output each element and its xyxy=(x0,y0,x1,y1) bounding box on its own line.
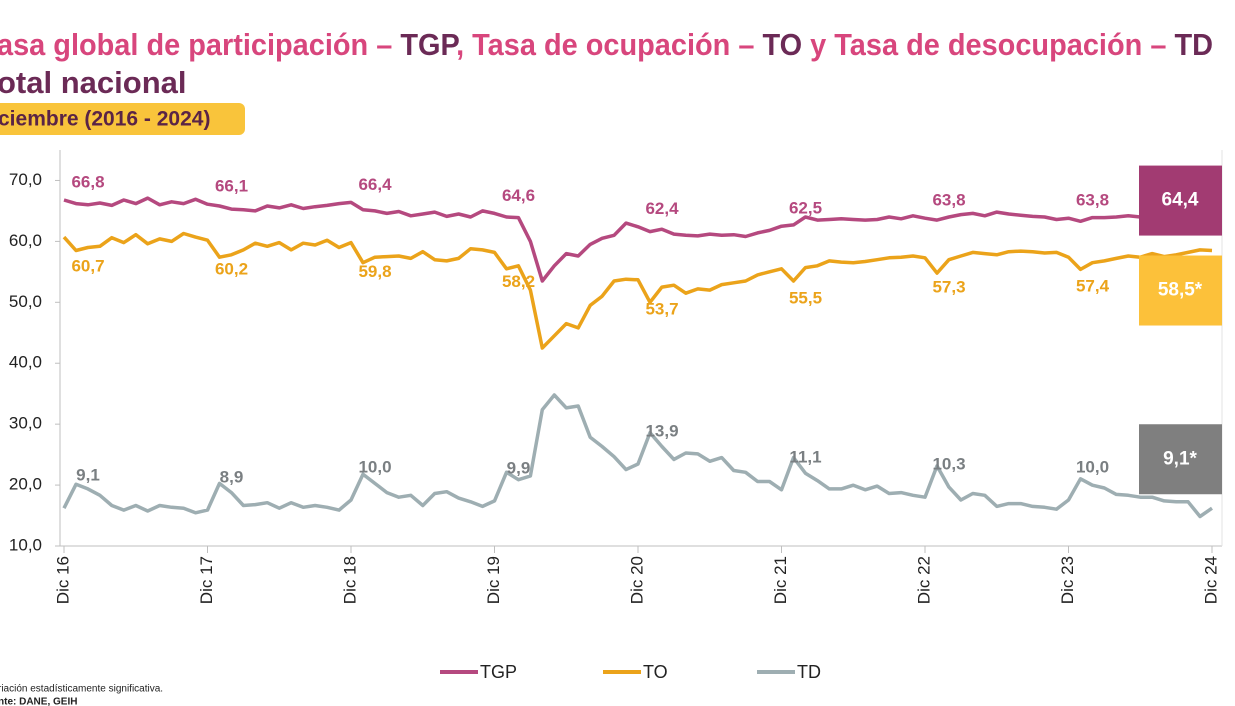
value-label: 64,4 xyxy=(1162,190,1199,211)
value-label: 59,8 xyxy=(358,262,391,281)
label-box xyxy=(1139,255,1222,326)
series-line xyxy=(63,196,1213,283)
subtitle: ciembre (2016 - 2024) xyxy=(0,108,210,131)
title-part: TGP xyxy=(400,27,459,62)
value-label: 8,9 xyxy=(220,468,244,487)
value-label: 9,1 xyxy=(76,466,100,485)
value-label: 53,7 xyxy=(645,299,678,318)
x-tick-label: Dic 16 xyxy=(53,556,72,604)
value-label: 9,9 xyxy=(507,458,531,477)
value-label: 13,9 xyxy=(645,422,678,441)
value-label: 10,0 xyxy=(1076,457,1109,476)
value-label: 58,5* xyxy=(1158,280,1203,301)
value-label: 63,8 xyxy=(932,191,965,210)
value-label: 66,8 xyxy=(71,172,104,191)
y-tick-label: 20,0 xyxy=(9,475,42,494)
y-tick-label: 10,0 xyxy=(9,535,42,554)
subtitle-badge xyxy=(0,103,245,135)
value-label: 60,7 xyxy=(71,257,104,276)
y-tick-label: 30,0 xyxy=(9,414,42,433)
x-tick-label: Dic 19 xyxy=(484,556,503,604)
x-tick-label: Dic 18 xyxy=(340,556,359,604)
legend-label: TD xyxy=(797,662,821,682)
value-label: 64,6 xyxy=(502,186,535,205)
value-label: 62,5 xyxy=(789,199,822,218)
x-tick-label: Dic 24 xyxy=(1201,556,1220,604)
value-label: 57,3 xyxy=(932,277,965,296)
legend-label: TO xyxy=(643,662,668,682)
legend-label: TGP xyxy=(480,662,517,682)
series-line xyxy=(62,393,1213,519)
x-tick-label: Dic 17 xyxy=(197,556,216,604)
value-label: 9,1* xyxy=(1163,448,1197,469)
value-label: 55,5 xyxy=(789,288,822,307)
x-tick-label: Dic 20 xyxy=(627,556,646,604)
value-label: 66,4 xyxy=(358,175,392,194)
x-tick-label: Dic 21 xyxy=(771,556,790,604)
value-label: 10,0 xyxy=(358,457,391,476)
title-part: TO xyxy=(762,27,802,62)
chart-title: asa global de participación – TGP, Tasa … xyxy=(0,27,1213,62)
y-tick-label: 40,0 xyxy=(9,353,42,372)
label-box xyxy=(1139,165,1222,236)
title-part: TD xyxy=(1174,27,1213,62)
value-label: 57,4 xyxy=(1076,277,1110,296)
title-part: asa global de participación – xyxy=(0,27,400,62)
x-tick-label: Dic 23 xyxy=(1058,556,1077,604)
title-part: , Tasa de ocupación – xyxy=(456,27,762,62)
value-label: 11,1 xyxy=(789,447,821,466)
value-label: 62,4 xyxy=(645,199,679,218)
value-label: 60,2 xyxy=(215,260,248,279)
footnote: riación estadísticamente significativa. xyxy=(0,684,163,695)
value-label: 58,2 xyxy=(502,272,535,291)
series-line xyxy=(62,231,1213,350)
chart-title-line2: otal nacional xyxy=(0,65,186,100)
x-tick-label: Dic 22 xyxy=(914,556,933,604)
label-box xyxy=(1139,424,1222,495)
footnote: nte: DANE, GEIH xyxy=(0,697,77,706)
y-tick-label: 50,0 xyxy=(9,292,42,311)
title-part: y Tasa de desocupación – xyxy=(802,27,1174,62)
value-label: 63,8 xyxy=(1076,191,1109,210)
value-label: 10,3 xyxy=(932,455,965,474)
y-tick-label: 60,0 xyxy=(9,231,42,250)
value-label: 66,1 xyxy=(215,177,248,196)
y-tick-label: 70,0 xyxy=(9,170,42,189)
